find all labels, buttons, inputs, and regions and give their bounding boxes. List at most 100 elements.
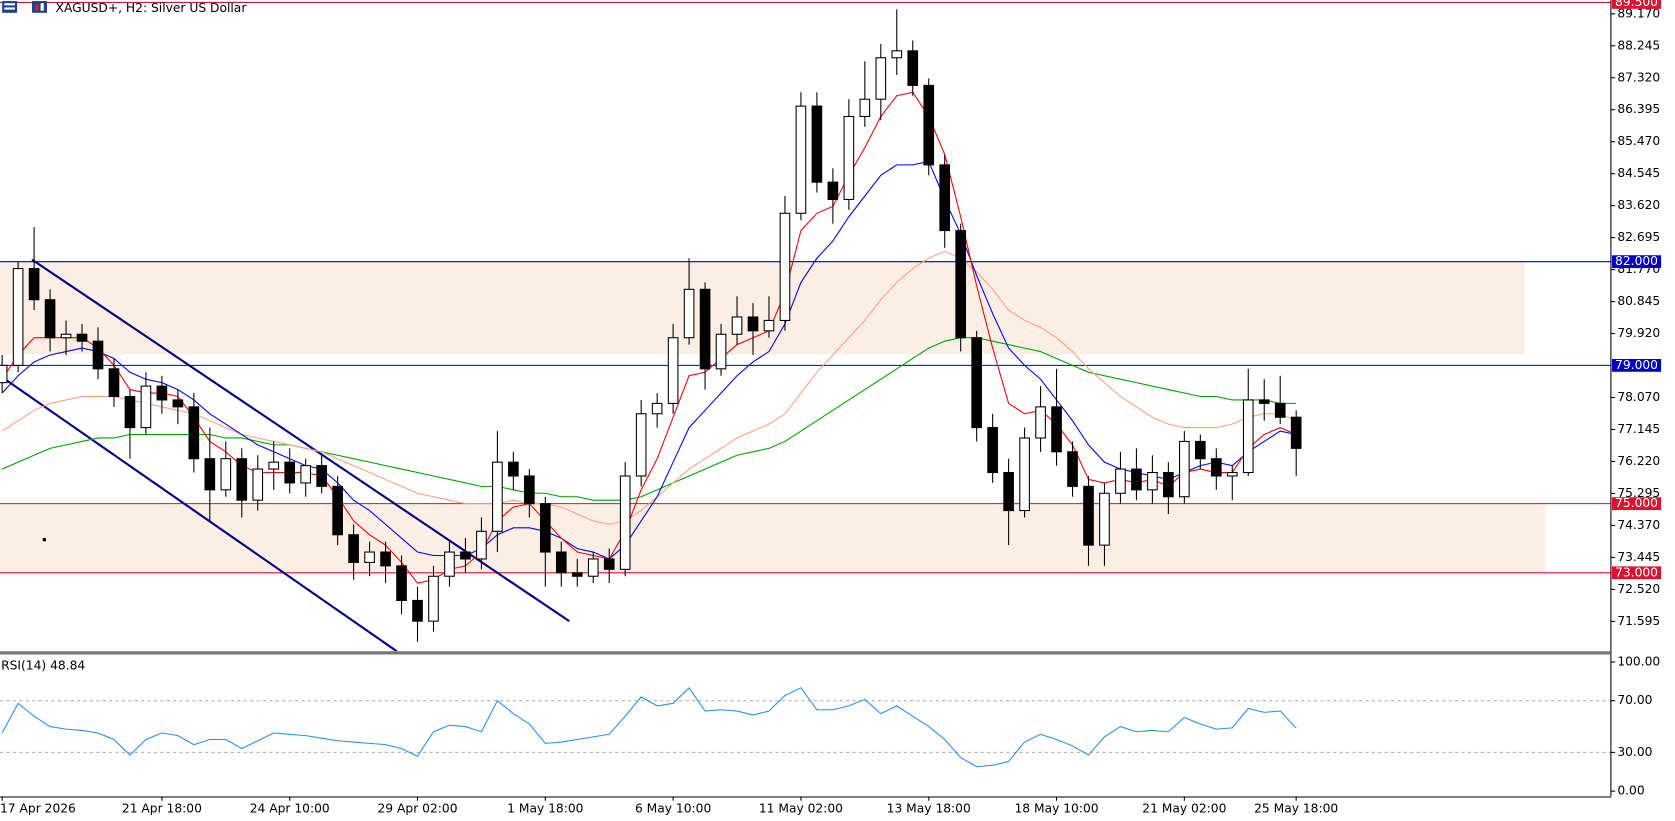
- y-tick-label: 72.520: [1617, 582, 1660, 596]
- rsi-tick-label: 30.00: [1617, 745, 1652, 759]
- level-label: 73.000: [1615, 565, 1658, 579]
- candle-body: [28, 268, 40, 301]
- candle-body: [156, 385, 168, 401]
- indicator-title: RSI(14) 48.84: [1, 659, 85, 673]
- candle-body: [508, 461, 519, 477]
- y-tick-label: 85.470: [1617, 134, 1660, 148]
- price-pane: [0, 1, 1611, 652]
- candle-body: [539, 503, 551, 553]
- candle-body: [795, 105, 807, 214]
- rsi-tick-label: 100.00: [1617, 654, 1660, 668]
- candle-body: [1163, 472, 1174, 498]
- candle-body: [12, 268, 24, 366]
- y-tick-label: 79.920: [1617, 326, 1660, 340]
- candle-body: [1258, 399, 1270, 404]
- candle-body: [412, 599, 423, 622]
- y-tick-label: 89.170: [1617, 6, 1660, 20]
- candle-body: [364, 551, 375, 563]
- trendline: [31, 258, 570, 623]
- chart-icon[interactable]: [32, 1, 48, 13]
- y-tick-label: 88.245: [1617, 38, 1660, 52]
- level-label: 79.000: [1615, 358, 1658, 372]
- candle-body: [555, 551, 567, 574]
- candle-body: [60, 333, 72, 339]
- candle-body: [76, 333, 88, 342]
- candle-body: [204, 458, 216, 491]
- candle-body: [683, 288, 695, 339]
- candle-body: [172, 399, 184, 408]
- x-tick-label: 1 May 18:00: [507, 802, 583, 816]
- y-tick-label: 71.595: [1617, 614, 1660, 628]
- candle-body: [140, 385, 152, 429]
- candle-body: [875, 57, 887, 100]
- y-tick-label: 74.370: [1617, 518, 1660, 532]
- rsi-line: [1, 686, 1297, 768]
- menu-icon-line: [4, 3, 15, 6]
- y-tick-label: 84.545: [1617, 166, 1660, 180]
- candle-body: [1115, 468, 1126, 494]
- y-tick-label: 80.845: [1617, 294, 1660, 308]
- x-tick-label: 25 May 18:00: [1254, 802, 1338, 816]
- candle-body: [492, 461, 503, 532]
- candle-body: [923, 84, 935, 166]
- candle-body: [811, 105, 823, 183]
- candle-body: [1226, 472, 1238, 477]
- candle-body: [731, 316, 743, 335]
- candle-body: [332, 485, 343, 536]
- candle-body: [348, 534, 359, 563]
- zone: [0, 261, 1525, 355]
- x-tick-label: 24 Apr 10:00: [250, 802, 330, 816]
- menu-icon[interactable]: [2, 1, 18, 13]
- candle-body: [939, 164, 951, 232]
- anchor-dot: [42, 538, 46, 542]
- y-tick-label: 73.445: [1617, 550, 1660, 564]
- candle-body: [747, 316, 759, 332]
- candle-body: [524, 475, 535, 505]
- candle-body: [1131, 468, 1142, 491]
- candle-body: [0, 364, 8, 384]
- candle-body: [428, 575, 439, 622]
- level-label: 89.500: [1615, 0, 1658, 9]
- candle-body: [1290, 416, 1302, 449]
- candle-body: [476, 530, 487, 560]
- candle-body: [284, 461, 296, 484]
- zone: [0, 503, 1546, 573]
- candle-body: [92, 340, 104, 370]
- y-tick-label: 87.320: [1617, 70, 1660, 84]
- moving-average: [1, 91, 1297, 584]
- candle-body: [300, 465, 312, 484]
- y-tick-label: 76.220: [1617, 454, 1660, 468]
- candle-body: [715, 333, 727, 370]
- candle-body: [1067, 451, 1078, 487]
- y-tick-label: 75.295: [1617, 486, 1660, 500]
- level-label: 82.000: [1615, 254, 1658, 268]
- candle-body: [460, 551, 471, 560]
- x-tick-label: 17 Apr 2026: [0, 802, 76, 816]
- candle-body: [1003, 472, 1014, 512]
- header: XAGUSD+, H2: Silver US Dollar: [2, 1, 247, 15]
- candle-body: [1195, 440, 1206, 460]
- trendline: [0, 374, 398, 652]
- candle-body: [571, 572, 583, 577]
- candle-body: [827, 181, 839, 200]
- level-label-box: [1611, 0, 1662, 9]
- candle-body: [987, 427, 998, 474]
- candle-body: [1242, 399, 1254, 474]
- candle-body: [859, 98, 871, 118]
- candle-body: [380, 551, 391, 567]
- candle-body: [971, 337, 982, 429]
- candle-body: [108, 368, 120, 398]
- candle-body: [252, 468, 264, 501]
- moving-average: [1, 250, 1297, 525]
- candle-body: [236, 458, 248, 501]
- candle-body: [1019, 437, 1030, 512]
- y-tick-label: 78.070: [1617, 390, 1660, 404]
- x-tick-label: 6 May 10:00: [635, 802, 711, 816]
- candle-body: [891, 50, 903, 59]
- candle-body: [268, 461, 280, 470]
- chart-icon-bar: [40, 3, 44, 11]
